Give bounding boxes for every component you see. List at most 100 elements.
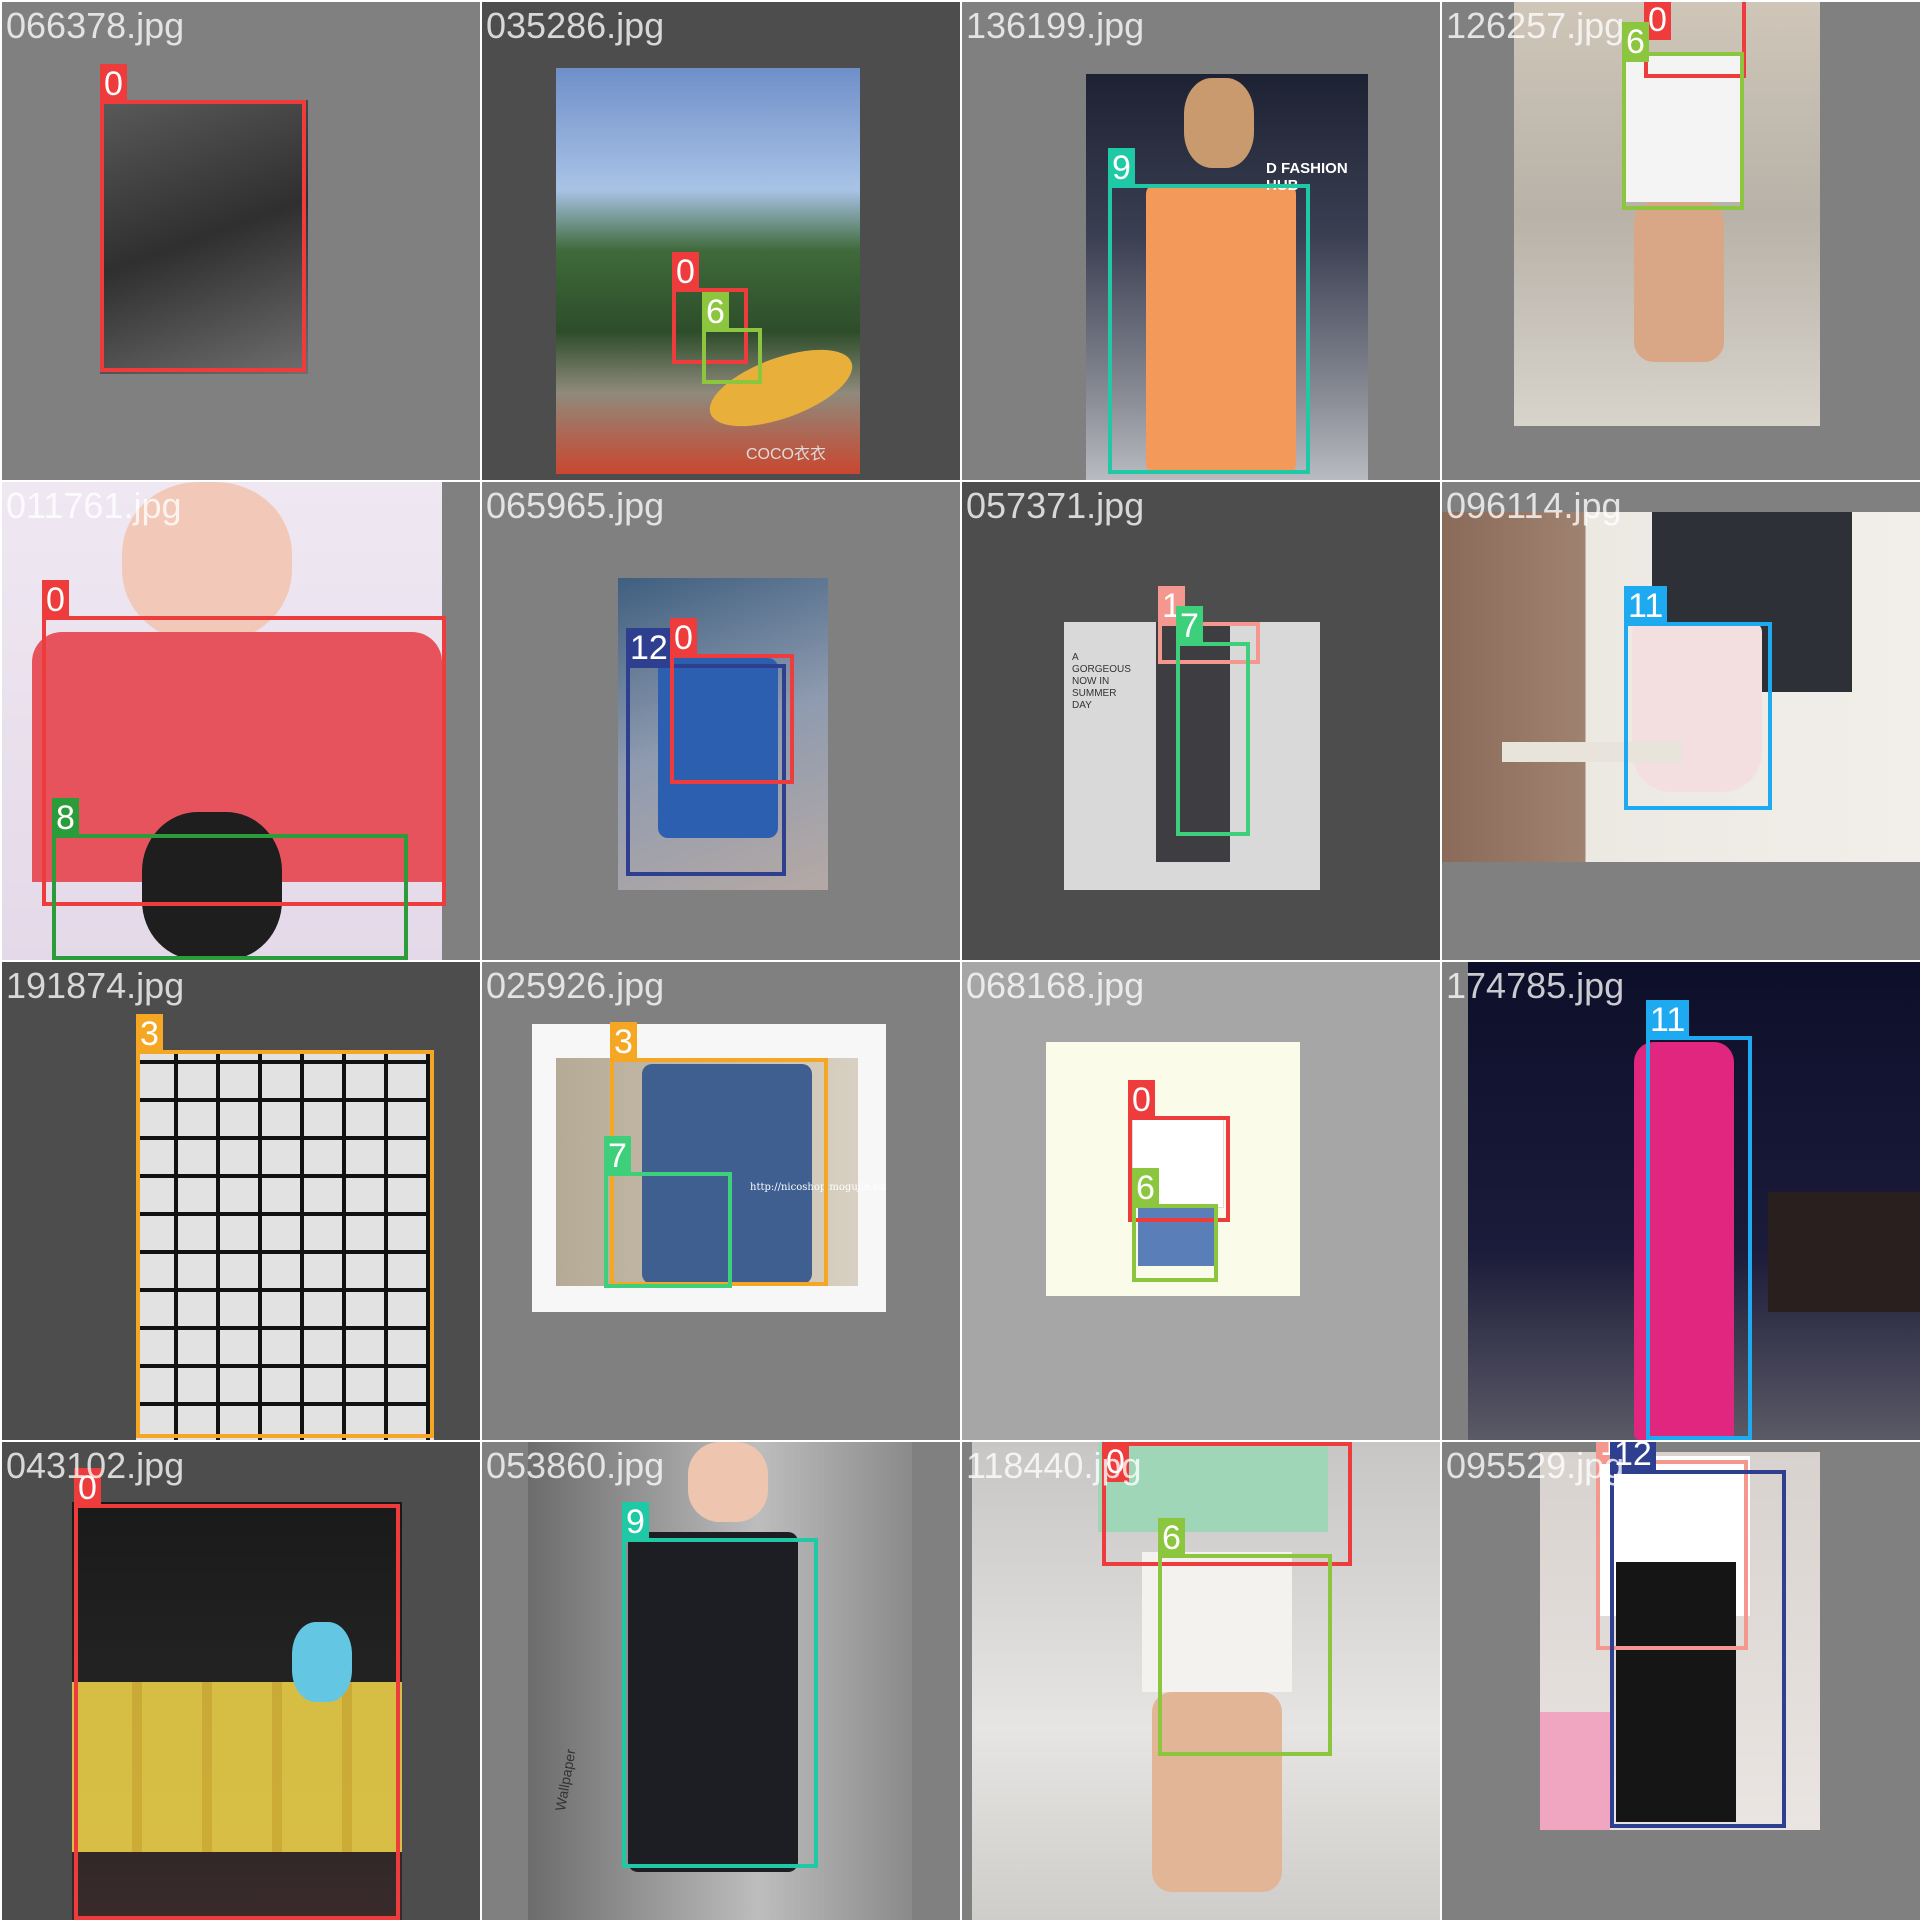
bbox: 11 [1646,1000,1752,1440]
tile-035286: COCO衣衣 0 6 035286.jpg [482,2,960,480]
legs [1634,202,1724,362]
filename-label: 057371.jpg [966,485,1145,526]
class-label: 6 [1132,1168,1159,1208]
bbox: 0 [1128,1080,1230,1222]
bbox: 7 [604,1136,732,1288]
filename-label: 011761.jpg [6,485,182,526]
photo-headline: A GORGEOUS NOW IN SUMMER DAY [1072,652,1131,711]
bbox: 7 [1176,606,1250,836]
bbox: 0 [1102,1442,1352,1566]
photo-cartoon-tee [72,1502,402,1920]
photo-pink-gown [1468,962,1920,1440]
filename-label: 096114.jpg [1446,485,1622,526]
green-top [1098,1442,1328,1532]
bbox: 12 [1610,1442,1786,1828]
tile-126257: 0 6 126257.jpg [1442,2,1920,480]
photo-floral-dress-cafe [1442,512,1920,862]
filename-label: 126257.jpg [1446,5,1625,46]
class-label: 6 [1622,22,1649,62]
tile-068168: 0 6 068168.jpg [962,962,1440,1440]
bbox: 3 [136,1014,434,1438]
bbox: 0 [670,618,794,784]
filename-label: 035286.jpg [486,5,665,46]
class-label: 0 [42,580,69,620]
class-label: 0 [1128,1080,1155,1120]
tile-095529: 1 12 095529.jpg [1442,1442,1920,1920]
class-label: 7 [604,1136,631,1176]
bbox: 9 [622,1502,818,1868]
tile-136199: D FASHION HUB 9 136199.jpg [962,2,1440,480]
class-label: 0 [1102,1442,1129,1482]
filename-label: 066378.jpg [6,5,185,46]
class-label: 0 [100,64,127,104]
filename-label: 025926.jpg [486,965,665,1006]
filename-label: 065965.jpg [486,485,665,526]
tile-118440: 0 6 118440.jpg [962,1442,1440,1920]
tile-096114: 11 096114.jpg [1442,482,1920,960]
bbox: 9 [1108,148,1310,474]
photo-metallic-shirt [100,100,308,374]
tile-191874: 3 191874.jpg [2,962,480,1440]
face [122,482,292,642]
magazine-text: Wallpaper [551,1747,579,1813]
denim-shorts [1138,1206,1214,1266]
class-label: 12 [626,628,672,668]
filename-label: 191874.jpg [6,965,185,1006]
bbox: 12 [626,628,786,876]
blue-hair [292,1622,352,1702]
class-label: 8 [52,798,79,838]
tile-065965: 12 0 065965.jpg [482,482,960,960]
photo-watermark: COCO衣衣 [746,446,827,463]
photo-mall-dress: D FASHION HUB [1086,74,1368,480]
bbox: 0 [74,1468,400,1920]
black-dress [1616,1562,1736,1822]
white-shorts [1142,1552,1292,1692]
tile-174785: 11 174785.jpg [1442,962,1920,1440]
legs [1152,1692,1282,1892]
tile-043102: 0 043102.jpg [2,1442,480,1920]
bbox: 6 [1158,1518,1332,1756]
photo-beach-kayak: COCO衣衣 [556,68,860,474]
filename-label: 043102.jpg [6,1445,185,1486]
class-label: 0 [672,252,699,292]
tile-011761: 0 8 011761.jpg [2,482,480,960]
class-label: 12 [1610,1442,1656,1474]
face [688,1442,768,1522]
photo-selfie-red-shirt [2,482,442,960]
floral-dress [1632,622,1762,792]
pink-fabric [1540,1712,1610,1830]
photo-watermark: http://nicoshop.mogujie.com [750,1182,886,1193]
class-label: 6 [1158,1518,1185,1558]
cartoon-print [72,1682,402,1852]
class-label: 3 [610,1022,637,1062]
bbox: 11 [1624,586,1772,810]
tile-057371: A GORGEOUS NOW IN SUMMER DAY 1 7 057371.… [962,482,1440,960]
photo-mirror-shorts [972,1442,1440,1920]
filename-label: 068168.jpg [966,965,1145,1006]
filename-label: 053860.jpg [486,1445,665,1486]
bbox: 6 [702,292,762,384]
filename-label: 118440.jpg [966,1445,1142,1486]
class-label: 9 [1108,148,1135,188]
denim-dress [658,658,778,838]
pink-gown [1634,1042,1734,1440]
class-label: 11 [1624,586,1668,626]
photo-plaid-shirt [136,1050,434,1440]
vanity-counter [1768,1192,1920,1312]
bbox: 0 [42,580,446,906]
bbox: 6 [1132,1168,1218,1282]
filename-label: 095529.jpg [1446,1445,1625,1486]
bbox: 0 [100,64,306,372]
photo-sign: D FASHION HUB [1266,160,1348,194]
orange-dress [1146,184,1296,474]
filename-label: 136199.jpg [966,5,1145,46]
bbox: 6 [1622,22,1744,210]
class-label: 7 [1176,606,1203,646]
class-label: 6 [702,292,729,332]
tile-066378: 0 066378.jpg [2,2,480,480]
floral-dress [628,1532,798,1872]
tile-053860: Wallpaper 9 053860.jpg [482,1442,960,1920]
tile-025926: http://nicoshop.mogujie.com 3 7 025926.j… [482,962,960,1440]
photo-floral-ruffle-dress: Wallpaper [528,1442,912,1920]
class-label: 0 [74,1468,101,1508]
